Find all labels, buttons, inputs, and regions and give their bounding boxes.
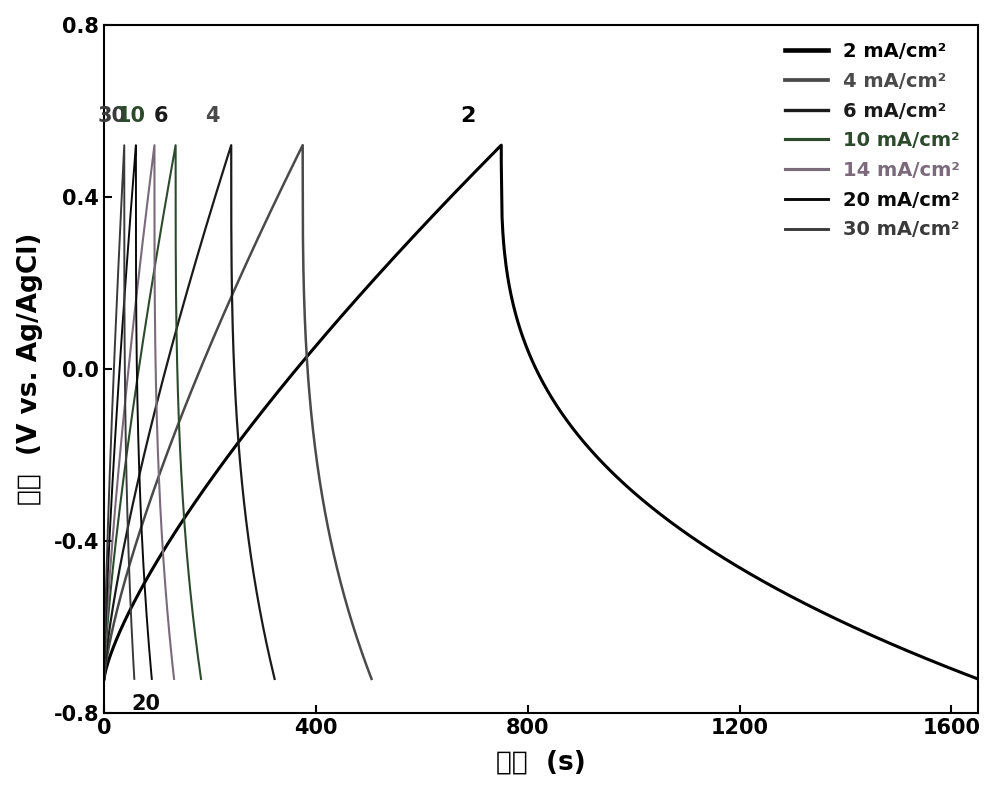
Legend: 2 mA/cm², 4 mA/cm², 6 mA/cm², 10 mA/cm², 14 mA/cm², 20 mA/cm², 30 mA/cm²: 2 mA/cm², 4 mA/cm², 6 mA/cm², 10 mA/cm²,…: [777, 34, 968, 247]
Text: 6: 6: [154, 106, 169, 126]
X-axis label: 时间  (s): 时间 (s): [496, 749, 586, 775]
Text: 2: 2: [461, 106, 476, 126]
Text: 4: 4: [205, 106, 220, 126]
Y-axis label: 电压  (V vs. Ag/AgCl): 电压 (V vs. Ag/AgCl): [17, 233, 43, 505]
Text: 10: 10: [117, 106, 146, 126]
Text: 20: 20: [131, 694, 160, 714]
Text: 30: 30: [98, 106, 127, 126]
